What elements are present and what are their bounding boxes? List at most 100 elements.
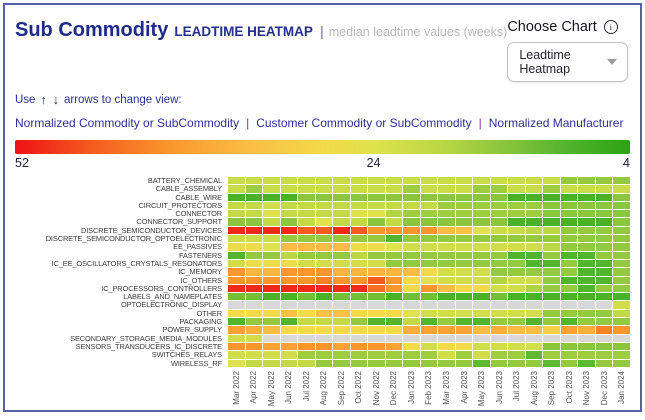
heatmap-cell[interactable]	[421, 277, 438, 284]
heatmap-cell[interactable]	[228, 260, 245, 267]
heatmap-cell[interactable]	[351, 210, 368, 217]
heatmap-cell[interactable]	[333, 351, 350, 358]
heatmap-cell[interactable]	[298, 243, 315, 250]
heatmap-cell[interactable]	[246, 227, 263, 234]
heatmap-cell[interactable]	[246, 360, 263, 367]
heatmap-cell[interactable]	[351, 243, 368, 250]
heatmap-cell[interactable]	[508, 318, 525, 325]
heatmap-cell[interactable]	[246, 235, 263, 242]
heatmap-cell[interactable]	[561, 301, 578, 308]
heatmap-cell[interactable]	[228, 210, 245, 217]
heatmap-cell[interactable]	[473, 235, 490, 242]
heatmap-cell[interactable]	[438, 360, 455, 367]
heatmap-cell[interactable]	[316, 227, 333, 234]
heatmap-cell[interactable]	[543, 343, 560, 350]
heatmap-cell[interactable]	[596, 218, 613, 225]
heatmap-cell[interactable]	[526, 202, 543, 209]
heatmap-cell[interactable]	[263, 351, 280, 358]
heatmap-cell[interactable]	[596, 194, 613, 201]
heatmap-cell[interactable]	[473, 260, 490, 267]
heatmap-cell[interactable]	[491, 235, 508, 242]
heatmap-cell[interactable]	[438, 351, 455, 358]
heatmap-cell[interactable]	[281, 194, 298, 201]
heatmap-cell[interactable]	[526, 227, 543, 234]
heatmap-cell[interactable]	[316, 351, 333, 358]
heatmap-cell[interactable]	[403, 310, 420, 317]
heatmap-cell[interactable]	[403, 293, 420, 300]
heatmap-cell[interactable]	[316, 235, 333, 242]
heatmap-cell[interactable]	[491, 360, 508, 367]
heatmap-cell[interactable]	[561, 351, 578, 358]
heatmap-cell[interactable]	[473, 301, 490, 308]
heatmap-cell[interactable]	[281, 227, 298, 234]
heatmap-cell[interactable]	[351, 293, 368, 300]
heatmap-cell[interactable]	[613, 343, 630, 350]
heatmap-cell[interactable]	[368, 318, 385, 325]
heatmap-cell[interactable]	[281, 326, 298, 333]
heatmap-cell[interactable]	[456, 218, 473, 225]
heatmap-cell[interactable]	[596, 235, 613, 242]
heatmap-cell[interactable]	[508, 301, 525, 308]
heatmap-cell[interactable]	[561, 360, 578, 367]
heatmap-cell[interactable]	[228, 218, 245, 225]
heatmap-cell[interactable]	[281, 335, 298, 342]
heatmap-cell[interactable]	[473, 268, 490, 275]
heatmap-cell[interactable]	[386, 260, 403, 267]
heatmap-cell[interactable]	[403, 218, 420, 225]
heatmap-cell[interactable]	[263, 227, 280, 234]
heatmap-cell[interactable]	[543, 227, 560, 234]
heatmap-cell[interactable]	[543, 268, 560, 275]
heatmap-cell[interactable]	[613, 277, 630, 284]
heatmap-cell[interactable]	[578, 268, 595, 275]
heatmap-cell[interactable]	[298, 343, 315, 350]
heatmap-cell[interactable]	[561, 252, 578, 259]
heatmap-cell[interactable]	[491, 268, 508, 275]
heatmap-cell[interactable]	[351, 202, 368, 209]
heatmap-cell[interactable]	[263, 185, 280, 192]
heatmap-cell[interactable]	[438, 235, 455, 242]
view-link-2[interactable]: Customer Commodity or SubCommodity	[256, 116, 471, 130]
heatmap-cell[interactable]	[526, 293, 543, 300]
heatmap-cell[interactable]	[526, 218, 543, 225]
heatmap-cell[interactable]	[613, 252, 630, 259]
heatmap-cell[interactable]	[333, 301, 350, 308]
heatmap-cell[interactable]	[491, 343, 508, 350]
heatmap-cell[interactable]	[228, 351, 245, 358]
heatmap-cell[interactable]	[421, 185, 438, 192]
heatmap-cell[interactable]	[421, 227, 438, 234]
heatmap-cell[interactable]	[298, 310, 315, 317]
heatmap-cell[interactable]	[491, 194, 508, 201]
heatmap-cell[interactable]	[421, 235, 438, 242]
heatmap-cell[interactable]	[561, 235, 578, 242]
heatmap-cell[interactable]	[561, 326, 578, 333]
heatmap-cell[interactable]	[596, 243, 613, 250]
heatmap-cell[interactable]	[543, 351, 560, 358]
heatmap-cell[interactable]	[263, 343, 280, 350]
heatmap-cell[interactable]	[456, 202, 473, 209]
heatmap-cell[interactable]	[561, 268, 578, 275]
heatmap-cell[interactable]	[473, 218, 490, 225]
heatmap-cell[interactable]	[263, 318, 280, 325]
heatmap-cell[interactable]	[333, 268, 350, 275]
heatmap-cell[interactable]	[438, 318, 455, 325]
heatmap-cell[interactable]	[421, 293, 438, 300]
heatmap-cell[interactable]	[438, 210, 455, 217]
heatmap-cell[interactable]	[561, 285, 578, 292]
heatmap-cell[interactable]	[246, 343, 263, 350]
heatmap-cell[interactable]	[228, 194, 245, 201]
heatmap-cell[interactable]	[508, 243, 525, 250]
heatmap-cell[interactable]	[386, 235, 403, 242]
heatmap-cell[interactable]	[263, 360, 280, 367]
heatmap-cell[interactable]	[596, 310, 613, 317]
heatmap-cell[interactable]	[578, 227, 595, 234]
heatmap-cell[interactable]	[421, 177, 438, 184]
heatmap-cell[interactable]	[596, 351, 613, 358]
heatmap-cell[interactable]	[456, 293, 473, 300]
heatmap-cell[interactable]	[298, 177, 315, 184]
heatmap-cell[interactable]	[456, 243, 473, 250]
heatmap-cell[interactable]	[368, 260, 385, 267]
heatmap-cell[interactable]	[403, 326, 420, 333]
heatmap-cell[interactable]	[578, 177, 595, 184]
heatmap-cell[interactable]	[281, 210, 298, 217]
heatmap-cell[interactable]	[543, 194, 560, 201]
